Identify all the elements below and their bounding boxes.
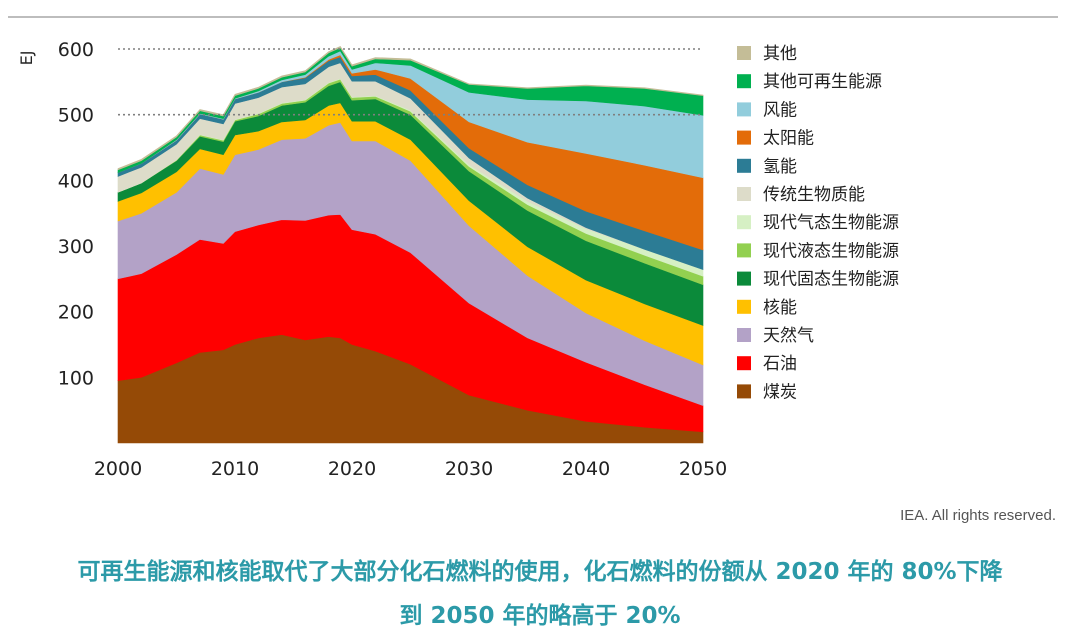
y-tick-label: 500 (58, 105, 94, 127)
top-rule (8, 16, 1058, 18)
y-axis-ticks: 100 200 300 400 500 600 (58, 39, 94, 389)
legend-swatch (737, 384, 751, 399)
legend-label: 石油 (763, 354, 797, 374)
y-tick-label: 100 (58, 367, 94, 389)
area-layers (117, 46, 704, 444)
legend-label: 现代液态生物能源 (763, 241, 899, 261)
legend-swatch (737, 187, 751, 201)
y-tick-label: 200 (58, 302, 94, 324)
legend-label: 现代固态生物能源 (763, 270, 899, 290)
legend-label: 其他 (763, 44, 797, 64)
legend-label: 传统生物质能 (763, 185, 865, 205)
legend-swatch (737, 356, 751, 371)
legend-swatch (737, 158, 751, 173)
legend-label: 氢能 (763, 157, 797, 177)
legend-label: 太阳能 (763, 129, 814, 149)
y-tick-label: 600 (58, 39, 94, 61)
chart-caption: 可再生能源和核能取代了大部分化石燃料的使用，化石燃料的份额从 2020 年的 8… (0, 550, 1080, 638)
legend-label: 风能 (763, 100, 797, 120)
x-tick-label: 2020 (328, 458, 376, 480)
legend-label: 天然气 (763, 326, 814, 346)
legend-swatch (737, 243, 751, 258)
legend-swatch (737, 102, 751, 117)
legend-swatch (737, 46, 751, 60)
copyright-credit: IEA. All rights reserved. (900, 507, 1056, 524)
x-tick-label: 2040 (562, 458, 610, 480)
y-tick-label: 400 (58, 170, 94, 192)
y-tick-label: 300 (58, 236, 94, 258)
legend-swatch (737, 328, 751, 342)
legend-label: 其他可再生能源 (763, 72, 882, 92)
legend-label: 核能 (763, 298, 797, 318)
caption-line-1: 可再生能源和核能取代了大部分化石燃料的使用，化石燃料的份额从 2020 年的 8… (77, 559, 1003, 585)
legend-swatch (737, 271, 751, 286)
area-12 (117, 46, 704, 171)
x-tick-label: 2010 (211, 458, 259, 480)
legend-swatch (737, 299, 751, 314)
x-tick-label: 2000 (94, 458, 142, 480)
x-tick-label: 2050 (679, 458, 727, 480)
legend: 其他其他可再生能源风能太阳能氢能传统生物质能现代气态生物能源现代液态生物能源现代… (737, 44, 899, 402)
legend-swatch (737, 130, 751, 145)
x-axis-ticks: 2000 2010 2020 2030 2040 2050 (94, 458, 727, 480)
x-tick-label: 2030 (445, 458, 493, 480)
legend-swatch (737, 74, 751, 89)
legend-label: 煤炭 (763, 382, 797, 402)
y-axis-label: EJ (17, 51, 36, 66)
legend-label: 现代气态生物能源 (763, 213, 899, 233)
legend-swatch (737, 215, 751, 230)
caption-line-2: 到 2050 年的略高于 20% (399, 603, 681, 629)
